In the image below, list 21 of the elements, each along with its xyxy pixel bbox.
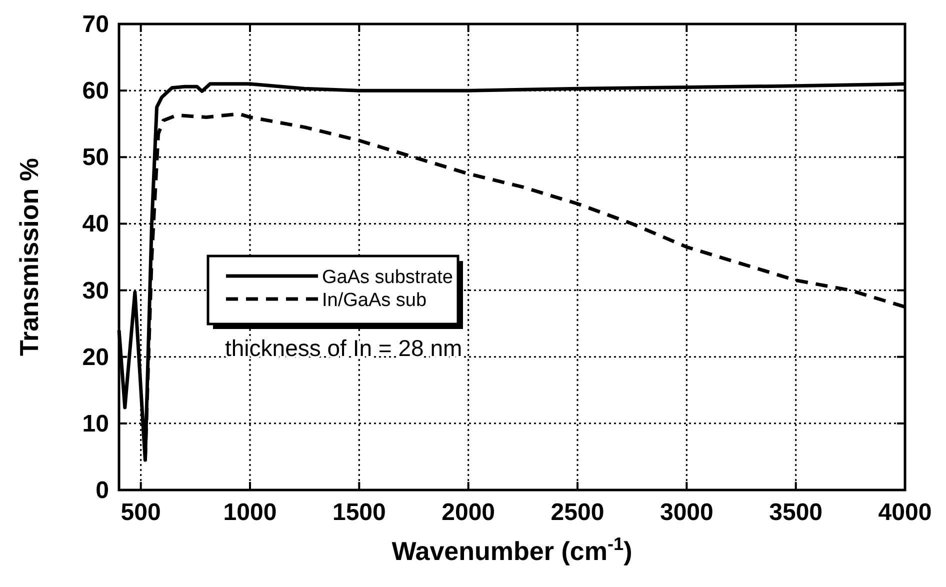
y-tick-label: 50 — [82, 144, 109, 172]
y-tick-label: 20 — [82, 344, 109, 371]
annotation: thickness of In = 28 nm — [225, 335, 462, 361]
x-tick-label: 3000 — [660, 499, 714, 526]
y-tick-label: 30 — [82, 277, 109, 304]
x-tick-label: 2500 — [550, 499, 604, 526]
x-tick-label: 4000 — [878, 499, 932, 526]
x-tick-label: 1000 — [223, 499, 277, 526]
legend-label: In/GaAs sub — [322, 290, 427, 311]
x-axis-title: Wavenumber (cm$^{-1}$) — [392, 534, 632, 566]
x-tick-label: 1500 — [332, 499, 386, 526]
x-tick-label: 2000 — [442, 499, 496, 526]
y-tick-label: 0 — [96, 477, 109, 504]
y-tick-label: 10 — [82, 410, 109, 438]
legend-label: GaAs substrate — [322, 267, 453, 288]
y-tick-label: 70 — [82, 11, 109, 38]
x-tick-label: 3500 — [769, 499, 823, 526]
x-tick-label: 500 — [120, 499, 161, 526]
y-tick-label: 40 — [82, 210, 109, 238]
y-tick-label: 60 — [82, 78, 109, 105]
y-axis-title: Transmission % — [14, 158, 44, 356]
